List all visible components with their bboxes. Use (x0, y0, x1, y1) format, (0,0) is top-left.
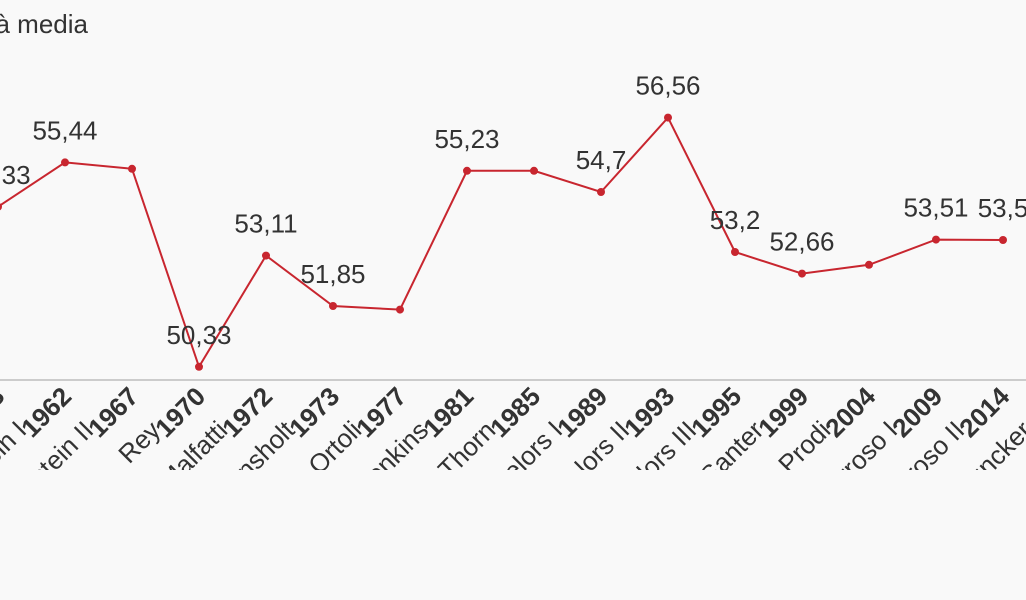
point (932, 235, 940, 244)
data-label: 53,11 (234, 209, 297, 239)
point (999, 236, 1007, 244)
point (798, 269, 806, 278)
point (262, 251, 270, 260)
line (0, 115, 1004, 370)
data-label: 53,2 (710, 205, 761, 235)
point (195, 362, 203, 371)
data-label: 50,33 (166, 320, 231, 350)
point (597, 188, 605, 196)
point (463, 166, 471, 175)
data-label: 51,85 (300, 259, 365, 289)
data-label: 54,33 (0, 160, 31, 190)
point (61, 158, 69, 167)
chart-title: Età media (0, 9, 89, 39)
point (530, 166, 538, 175)
data-label: 53,51 (903, 193, 968, 223)
data-label: 53,5 (978, 193, 1026, 223)
data-label: 52,66 (769, 227, 834, 257)
data-label: 55,23 (434, 124, 499, 154)
point (329, 302, 337, 310)
data-label: 55,44 (32, 115, 97, 145)
data-label: 56,56 (635, 71, 700, 101)
point (865, 260, 873, 269)
data-label: 54,7 (576, 145, 627, 175)
point (731, 248, 739, 256)
point (0, 203, 2, 211)
point (664, 113, 672, 122)
point (128, 164, 136, 173)
point (396, 305, 404, 314)
